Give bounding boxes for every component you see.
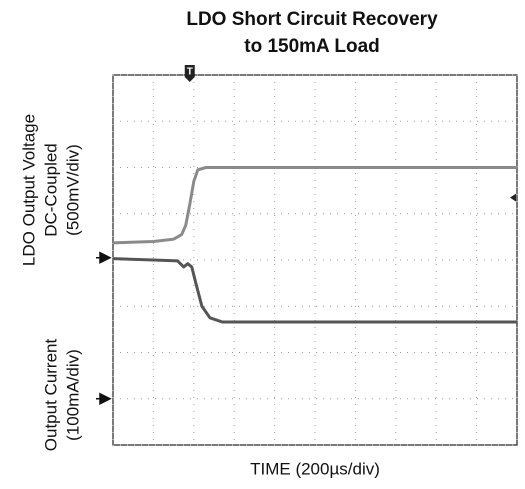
trigger-level-marker — [510, 193, 516, 202]
trigger-marker — [184, 65, 195, 82]
chart-title: to 150mA Load — [244, 36, 380, 57]
x-axis-label: TIME (200µs/div) — [250, 459, 380, 478]
y-axis-label: (500mV/div) — [63, 144, 82, 236]
ground-marker — [96, 251, 112, 264]
y-axis-label: Output Current — [41, 339, 60, 452]
ground-marker — [96, 392, 112, 405]
trace — [112, 166, 517, 245]
trigger-label: T — [187, 67, 193, 78]
y-axis-label: (100mA/div) — [63, 349, 82, 441]
y-axis-label: DC-Coupled — [41, 143, 60, 237]
chart-title: LDO Short Circuit Recovery — [186, 9, 438, 30]
trace — [112, 257, 517, 324]
y-axis-label: LDO Output Voltage — [19, 114, 38, 266]
